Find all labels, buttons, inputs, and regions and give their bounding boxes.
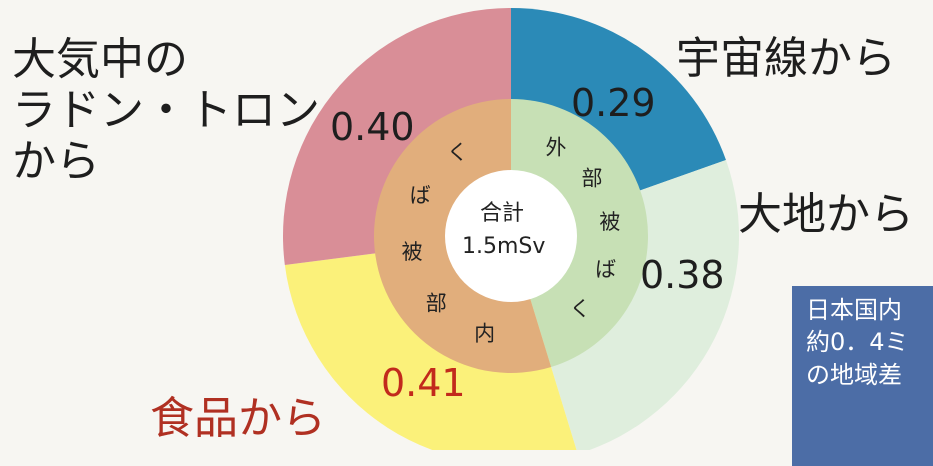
inner-label-char: 被 (402, 240, 423, 264)
inner-label-char: 外 (545, 136, 566, 160)
inner-label-char: 被 (599, 210, 620, 234)
note-line: の地域差 (806, 360, 902, 389)
inner-label-char: く (570, 297, 591, 321)
value-radon: 0.40 (330, 105, 415, 149)
label-cosmic: 宇宙線から (676, 33, 896, 84)
inner-label-char: 内 (474, 321, 495, 345)
center-hole (445, 170, 577, 302)
inner-label-char: ば (410, 183, 431, 207)
label-food: 食品から (150, 393, 326, 444)
value-cosmic: 0.29 (571, 81, 656, 125)
inner-label-char: 部 (582, 166, 603, 190)
inner-label-char: く (447, 140, 468, 164)
center-value: 1.5mSv (462, 234, 546, 259)
value-food: 0.41 (381, 361, 466, 405)
inner-label-char: 部 (426, 291, 447, 315)
inner-label-char: ば (595, 257, 616, 281)
value-ground: 0.38 (640, 253, 725, 297)
note-line: 日本国内 (806, 296, 902, 324)
note-line: 約0．4ミ (806, 328, 909, 357)
note-box: 日本国内 約0．4ミ の地域差 (792, 286, 933, 466)
center-label: 合計 (480, 201, 525, 226)
inner-slice-0 (511, 99, 648, 367)
pie-chart: 外部被ばく内部被ばく 宇宙線から 大地から 食品から 大気中の ラドン・トロン … (12, 8, 933, 466)
label-ground: 大地から (738, 189, 914, 240)
label-radon: 大気中の ラドン・トロン から (12, 34, 320, 188)
